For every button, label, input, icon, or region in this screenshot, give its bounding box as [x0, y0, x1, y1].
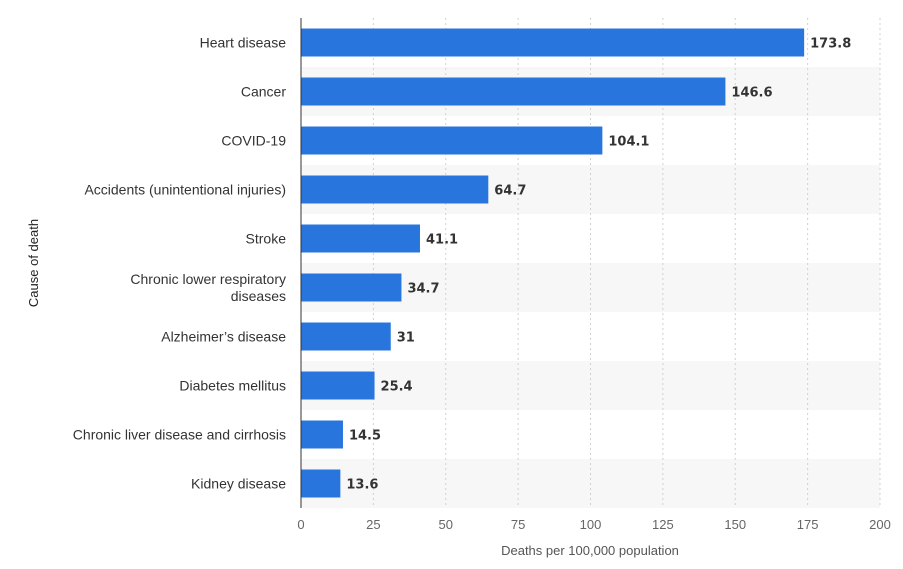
- category-label: COVID-19: [221, 133, 286, 149]
- x-tick-labels-group: 0 25 50 75 100 125 150 175 200: [297, 517, 890, 532]
- category-label: Stroke: [246, 231, 287, 247]
- bar[interactable]: [301, 77, 726, 106]
- x-tick-label: 50: [439, 517, 453, 532]
- bar[interactable]: [301, 175, 489, 204]
- value-label: 13.6: [346, 478, 378, 493]
- x-tick-label: 100: [580, 517, 602, 532]
- bar[interactable]: [301, 224, 420, 253]
- bar[interactable]: [301, 322, 391, 351]
- category-label: Diabetes mellitus: [179, 378, 286, 394]
- category-label: Cancer: [241, 84, 286, 100]
- x-tick-label: 25: [366, 517, 380, 532]
- bar[interactable]: [301, 28, 805, 57]
- value-label: 173.8: [810, 37, 851, 52]
- value-label: 34.7: [407, 282, 439, 297]
- category-label: Kidney disease: [191, 476, 286, 492]
- value-labels-group: 173.8 146.6 104.1 64.7 41.1 34.7 31 25.4 14.5 13.…: [346, 37, 851, 493]
- bar[interactable]: [301, 420, 343, 449]
- x-tick-label: 75: [511, 517, 525, 532]
- value-label: 41.1: [426, 233, 458, 248]
- category-label: Alzheimer’s disease: [161, 329, 286, 345]
- bars-group: [301, 28, 805, 498]
- y-axis-title: Cause of death: [26, 219, 41, 307]
- x-tick-label: 150: [724, 517, 746, 532]
- value-label: 64.7: [494, 184, 526, 199]
- category-label: diseases: [231, 288, 286, 304]
- x-axis-title: Deaths per 100,000 population: [501, 543, 679, 558]
- category-label: Accidents (unintentional injuries): [84, 182, 286, 198]
- value-label: 146.6: [731, 86, 772, 101]
- category-labels-group: Heart disease Cancer COVID-19 Accidents (un…: [73, 35, 287, 492]
- x-tick-label: 125: [652, 517, 674, 532]
- value-label: 25.4: [381, 380, 413, 395]
- category-label: Chronic liver disease and cirrhosis: [73, 427, 286, 443]
- bar[interactable]: [301, 126, 603, 155]
- category-label: Chronic lower respiratory: [130, 271, 286, 287]
- x-tick-label: 200: [869, 517, 891, 532]
- value-label: 104.1: [608, 135, 649, 150]
- bar[interactable]: [301, 273, 402, 302]
- bar[interactable]: [301, 469, 341, 498]
- category-label: Heart disease: [200, 35, 287, 51]
- bar[interactable]: [301, 371, 375, 400]
- x-tick-label: 0: [297, 517, 304, 532]
- x-tick-label: 175: [797, 517, 819, 532]
- value-label: 31: [397, 331, 415, 346]
- value-label: 14.5: [349, 429, 381, 444]
